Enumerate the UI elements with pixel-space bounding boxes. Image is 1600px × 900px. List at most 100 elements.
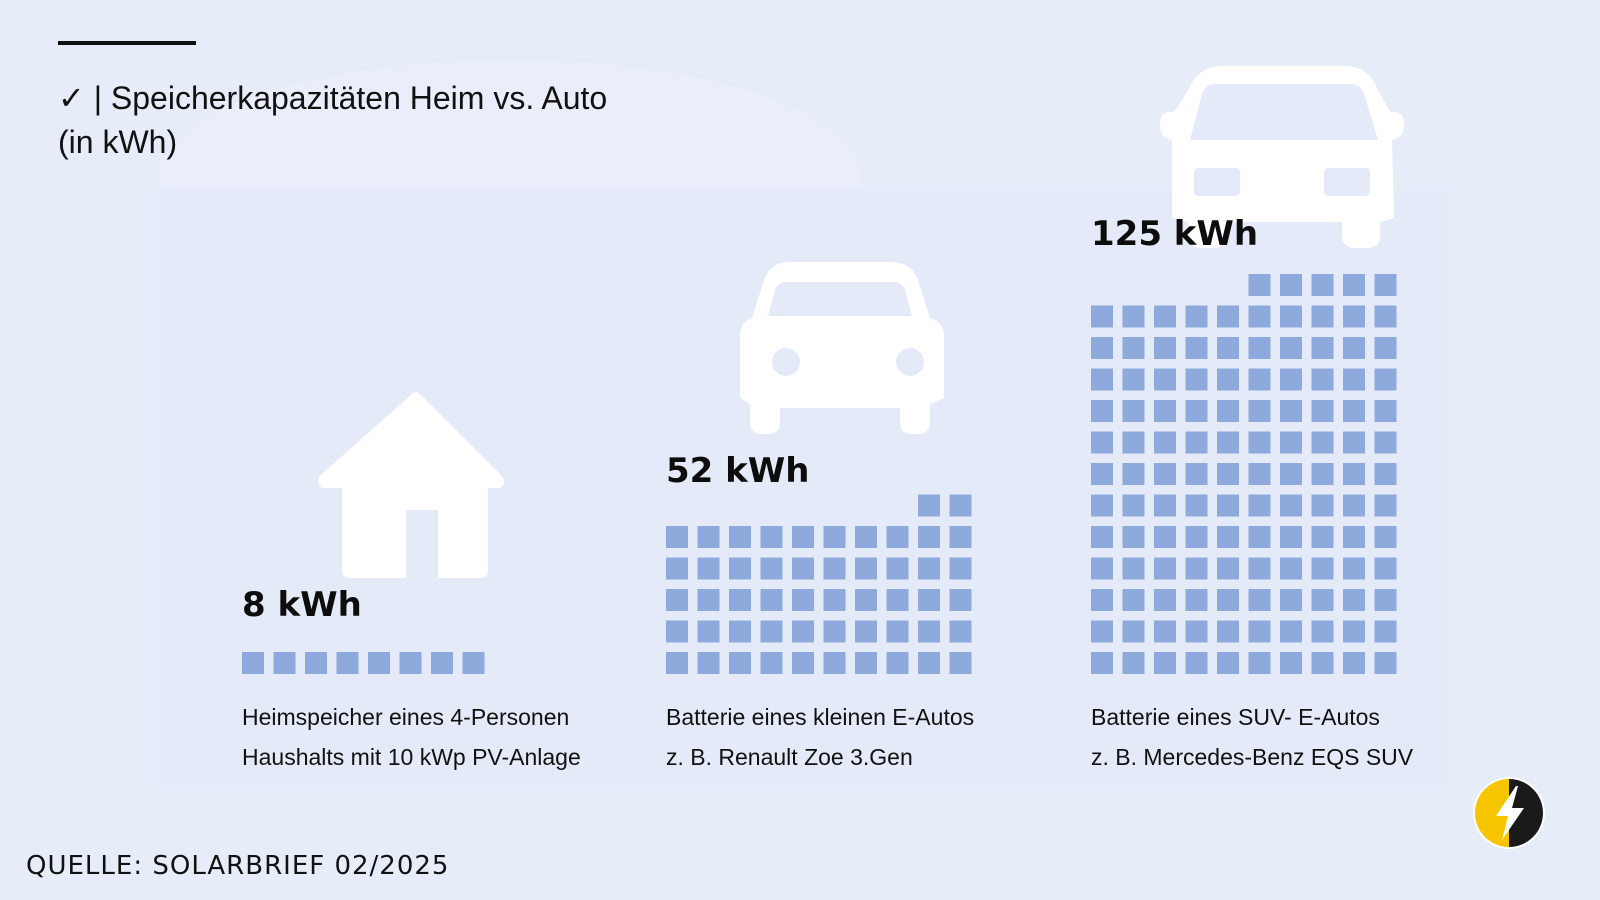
kwh-square-suv — [1217, 305, 1239, 328]
kwh-square-small-car — [823, 620, 846, 643]
kwh-square-suv — [1154, 557, 1176, 580]
kwh-square-small-car — [697, 652, 720, 674]
kwh-square-suv — [1122, 337, 1145, 359]
caption-home-line2: Haushalts mit 10 kWp PV-Anlage — [242, 744, 581, 770]
kwh-square-suv — [1185, 494, 1208, 517]
kwh-square-suv — [1091, 557, 1113, 580]
kwh-square-small-car — [760, 557, 783, 580]
kwh-square-suv — [1185, 526, 1208, 548]
kwh-square-small-car — [666, 557, 688, 580]
kwh-square-small-car — [729, 652, 751, 674]
kwh-square-small-car — [792, 526, 814, 548]
kwh-square-suv — [1311, 337, 1334, 359]
kwh-square-small-car — [823, 526, 846, 548]
value-label-suv: 125 kWh — [1091, 214, 1258, 254]
house-icon — [318, 392, 504, 578]
kwh-square-suv — [1343, 368, 1365, 391]
kwh-square-suv — [1154, 652, 1176, 674]
kwh-square-suv — [1280, 274, 1302, 296]
kwh-square-suv — [1122, 431, 1145, 454]
kwh-square-small-car — [666, 526, 688, 548]
kwh-square-home — [462, 652, 485, 674]
kwh-square-suv — [1122, 526, 1145, 548]
kwh-square-suv — [1343, 431, 1365, 454]
kwh-square-suv — [1280, 589, 1302, 611]
caption-suv: Batterie eines SUV- E-Autos z. B. Merced… — [1091, 697, 1413, 777]
kwh-square-small-car — [949, 494, 972, 517]
caption-small-car-line2: z. B. Renault Zoe 3.Gen — [666, 744, 913, 770]
kwh-square-small-car — [886, 526, 909, 548]
kwh-square-small-car — [760, 589, 783, 611]
kwh-square-suv — [1280, 557, 1302, 580]
kwh-square-suv — [1122, 400, 1145, 422]
lightning-logo-icon — [1473, 777, 1545, 849]
kwh-square-suv — [1185, 620, 1208, 643]
kwh-square-suv — [1122, 494, 1145, 517]
kwh-square-suv — [1374, 368, 1397, 391]
kwh-square-suv — [1311, 589, 1334, 611]
kwh-square-small-car — [949, 526, 972, 548]
kwh-square-suv — [1091, 368, 1113, 391]
kwh-square-small-car — [729, 620, 751, 643]
kwh-square-suv — [1343, 305, 1365, 328]
kwh-square-suv — [1091, 526, 1113, 548]
kwh-square-small-car — [949, 652, 972, 674]
kwh-square-suv — [1091, 337, 1113, 359]
kwh-square-suv — [1280, 431, 1302, 454]
kwh-square-suv — [1154, 431, 1176, 454]
title-line2: (in kWh) — [58, 124, 178, 160]
kwh-square-suv — [1217, 652, 1239, 674]
kwh-square-suv — [1091, 463, 1113, 485]
kwh-square-suv — [1122, 589, 1145, 611]
kwh-square-home — [399, 652, 422, 674]
value-label-small-car: 52 kWh — [666, 451, 809, 491]
kwh-square-suv — [1374, 400, 1397, 422]
kwh-square-suv — [1248, 589, 1271, 611]
kwh-square-suv — [1280, 494, 1302, 517]
kwh-square-small-car — [760, 620, 783, 643]
kwh-square-suv — [1185, 431, 1208, 454]
kwh-square-small-car — [886, 557, 909, 580]
kwh-square-suv — [1185, 589, 1208, 611]
kwh-square-suv — [1280, 652, 1302, 674]
kwh-square-small-car — [918, 589, 940, 611]
kwh-square-suv — [1280, 337, 1302, 359]
kwh-square-home — [242, 652, 264, 674]
kwh-square-suv — [1122, 620, 1145, 643]
kwh-square-suv — [1217, 494, 1239, 517]
kwh-square-suv — [1248, 431, 1271, 454]
kwh-square-suv — [1122, 368, 1145, 391]
kwh-square-suv — [1154, 620, 1176, 643]
kwh-square-suv — [1091, 431, 1113, 454]
kwh-square-small-car — [666, 589, 688, 611]
kwh-square-suv — [1091, 589, 1113, 611]
icons-layer — [318, 66, 1404, 578]
kwh-square-small-car — [949, 589, 972, 611]
kwh-square-suv — [1091, 305, 1113, 328]
kwh-square-suv — [1248, 494, 1271, 517]
kwh-square-suv — [1280, 368, 1302, 391]
kwh-square-small-car — [918, 494, 940, 517]
caption-home-line1: Heimspeicher eines 4-Personen — [242, 704, 570, 730]
title-line1: | Speicherkapazitäten Heim vs. Auto — [93, 80, 608, 116]
kwh-square-small-car — [886, 652, 909, 674]
kwh-square-suv — [1248, 305, 1271, 328]
kwh-square-small-car — [666, 652, 688, 674]
kwh-square-home — [336, 652, 359, 674]
kwh-square-small-car — [918, 652, 940, 674]
kwh-square-small-car — [949, 620, 972, 643]
kwh-square-suv — [1091, 400, 1113, 422]
title-rule — [58, 41, 196, 45]
car-icon-small — [740, 262, 944, 434]
kwh-square-small-car — [729, 557, 751, 580]
kwh-square-small-car — [823, 652, 846, 674]
kwh-square-suv — [1122, 557, 1145, 580]
kwh-square-suv — [1185, 652, 1208, 674]
caption-home: Heimspeicher eines 4-Personen Haushalts … — [242, 697, 581, 777]
kwh-square-suv — [1154, 463, 1176, 485]
kwh-square-suv — [1343, 494, 1365, 517]
kwh-square-home — [305, 652, 327, 674]
kwh-square-suv — [1374, 652, 1397, 674]
kwh-square-suv — [1343, 400, 1365, 422]
